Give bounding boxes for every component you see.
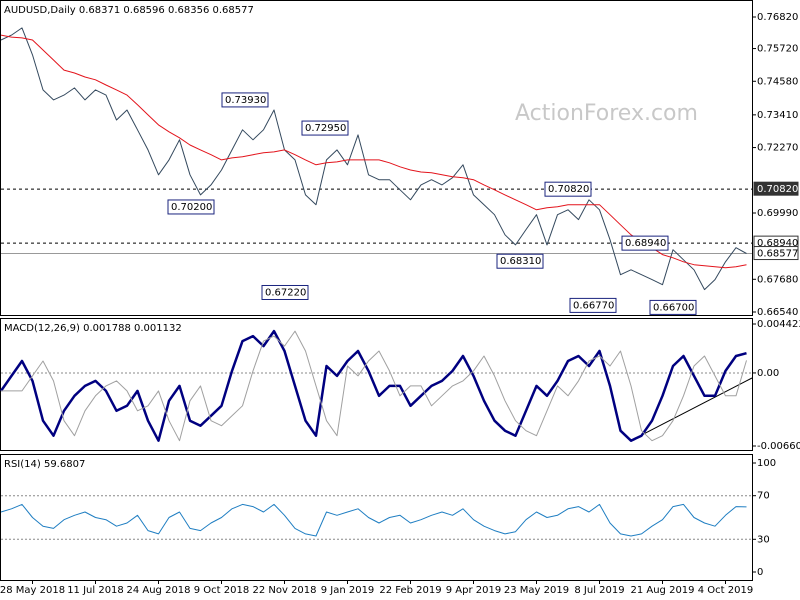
annotation-box bbox=[261, 284, 309, 300]
y-tick-label: 0.72270 bbox=[757, 143, 798, 154]
x-tick-label: 23 May 2019 bbox=[504, 585, 569, 596]
y-tick-label: 100 bbox=[757, 458, 776, 469]
level-label: 0.68577 bbox=[757, 249, 798, 260]
x-tick-label: 9 Oct 2018 bbox=[194, 585, 249, 596]
annotation-box bbox=[569, 297, 617, 313]
y-tick-label: -0.006603 bbox=[757, 441, 800, 452]
rsi-panel-frame bbox=[0, 454, 753, 581]
x-tick-label: 24 Aug 2018 bbox=[126, 585, 190, 596]
x-tick-label: 22 Nov 2018 bbox=[252, 585, 316, 596]
x-tick-label: 28 May 2018 bbox=[0, 585, 65, 596]
annotation-box bbox=[167, 199, 215, 215]
series-line bbox=[0, 503, 747, 537]
y-tick-label: 0.00 bbox=[757, 368, 779, 379]
y-tick-label: 0 bbox=[757, 567, 763, 578]
series-line bbox=[0, 329, 747, 442]
y-tick-label: 0.75720 bbox=[757, 44, 798, 55]
x-tick-label: 9 Apr 2019 bbox=[446, 585, 501, 596]
series-line bbox=[0, 34, 747, 269]
annotation-label: 0.68940 bbox=[625, 238, 666, 249]
x-tick-label: 22 Feb 2019 bbox=[379, 585, 441, 596]
y-tick-label: 70 bbox=[757, 491, 770, 502]
annotation-label: 0.73930 bbox=[225, 95, 266, 106]
panel-title: RSI(14) 59.6807 bbox=[4, 459, 85, 470]
annotation-label: 0.66700 bbox=[653, 302, 694, 313]
y-tick-label: 30 bbox=[757, 534, 770, 545]
annotation-box bbox=[301, 120, 349, 136]
macd-panel-frame bbox=[0, 318, 753, 451]
series-line bbox=[1, 330, 747, 442]
x-tick-label: 8 Jul 2019 bbox=[574, 585, 624, 596]
level-label: 0.68940 bbox=[757, 238, 798, 249]
level-label-box bbox=[753, 181, 799, 196]
annotation-label: 0.66770 bbox=[573, 300, 614, 311]
macd-trendline bbox=[629, 377, 753, 442]
series-line bbox=[0, 27, 747, 291]
annotation-box bbox=[544, 181, 592, 197]
price-panel-frame bbox=[0, 0, 753, 316]
x-tick-label: 4 Oct 2019 bbox=[698, 585, 753, 596]
y-tick-label: 0.76820 bbox=[757, 12, 798, 23]
y-tick-label: 0.004423 bbox=[757, 319, 800, 330]
y-tick-label: 0.74580 bbox=[757, 76, 798, 87]
y-tick-label: 0.69990 bbox=[757, 208, 798, 219]
annotation-label: 0.70820 bbox=[548, 184, 589, 195]
panel-title: MACD(12,26,9) 0.001788 0.001132 bbox=[4, 323, 182, 334]
annotation-box bbox=[496, 253, 544, 269]
annotation-label: 0.70200 bbox=[171, 202, 212, 213]
y-tick-label: 0.67680 bbox=[757, 274, 798, 285]
annotation-label: 0.72950 bbox=[305, 123, 346, 134]
y-tick-label: 0.66540 bbox=[757, 307, 798, 318]
annotation-label: 0.67220 bbox=[265, 287, 306, 298]
x-tick-label: 21 Aug 2019 bbox=[630, 585, 694, 596]
panel-title: AUDUSD,Daily 0.68371 0.68596 0.68356 0.6… bbox=[4, 5, 254, 16]
y-tick-label: 0.73410 bbox=[757, 110, 798, 121]
x-tick-label: 11 Jul 2018 bbox=[67, 585, 124, 596]
level-label: 0.70820 bbox=[757, 184, 798, 195]
watermark: ActionForex.com bbox=[515, 101, 698, 126]
annotation-box bbox=[621, 235, 669, 251]
annotation-box bbox=[221, 92, 269, 108]
annotation-box bbox=[649, 299, 697, 315]
annotation-label: 0.68310 bbox=[500, 256, 541, 267]
x-tick-label: 9 Jan 2019 bbox=[321, 585, 375, 596]
level-label-box bbox=[753, 246, 799, 261]
